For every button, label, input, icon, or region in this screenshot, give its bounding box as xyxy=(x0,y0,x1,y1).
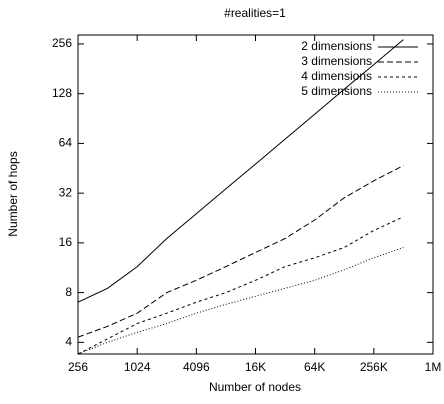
y-tick-label: 256 xyxy=(52,36,72,50)
legend-label: 5 dimensions xyxy=(301,84,372,98)
plot-lines xyxy=(78,39,404,354)
x-tick-label: 256 xyxy=(68,360,88,374)
y-axis-label: Number of hops xyxy=(6,151,20,236)
data-line xyxy=(78,216,404,354)
x-tick-label: 1M xyxy=(425,360,442,374)
y-tick-label: 8 xyxy=(65,285,72,299)
y-tick-label: 16 xyxy=(59,235,73,249)
legend-label: 3 dimensions xyxy=(301,54,372,68)
y-tick-label: 4 xyxy=(65,335,72,349)
chart-title: #realities=1 xyxy=(224,6,286,20)
y-tick-label: 64 xyxy=(59,136,73,150)
x-tick-label: 64K xyxy=(304,360,325,374)
x-tick-label: 4096 xyxy=(183,360,210,374)
plot-frame xyxy=(77,34,434,355)
data-line xyxy=(78,247,404,354)
data-line xyxy=(78,39,404,303)
x-tick-label: 1024 xyxy=(124,360,151,374)
y-tick-label: 128 xyxy=(52,86,72,100)
x-tick-label: 256K xyxy=(360,360,388,374)
y-tick-label: 32 xyxy=(59,185,73,199)
legend-label: 2 dimensions xyxy=(301,39,372,53)
x-tick-label: 16K xyxy=(245,360,266,374)
data-line xyxy=(78,165,404,338)
x-axis-label: Number of nodes xyxy=(209,380,301,394)
legend-label: 4 dimensions xyxy=(301,69,372,83)
